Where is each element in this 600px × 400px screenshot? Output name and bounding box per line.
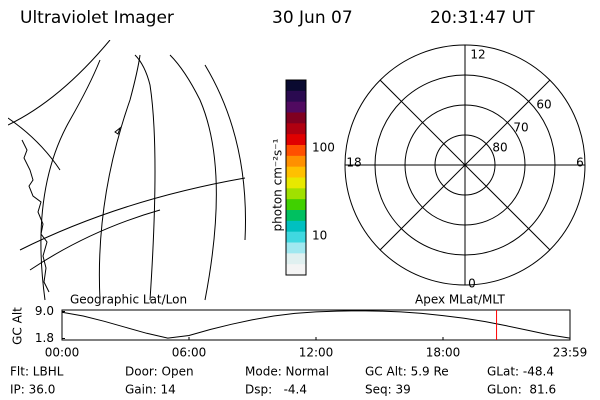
- color-step: [286, 155, 306, 168]
- panel-label: Geographic Lat/Lon: [70, 293, 187, 307]
- y-tick-label: 9.0: [35, 304, 54, 318]
- status-field: Seq: 39: [365, 383, 411, 397]
- status-field: Mode: Normal: [245, 365, 329, 379]
- panel-label: Apex MLat/MLT: [415, 293, 505, 307]
- colorbar-label: photon cm⁻²s⁻¹: [271, 138, 285, 231]
- status-field: Gain: 14: [125, 383, 176, 397]
- color-step: [286, 242, 306, 254]
- color-step: [286, 166, 306, 178]
- status-field: GLat: -48.4: [487, 365, 554, 379]
- color-step: [286, 145, 306, 157]
- colorbar-tick: 100: [312, 141, 335, 155]
- status-field: IP: 36.0: [10, 383, 55, 397]
- color-step: [286, 90, 306, 103]
- polar-label: 0: [468, 277, 476, 291]
- colorbar-tick: 10: [312, 229, 327, 243]
- y-axis-label: GC Alt: [11, 307, 25, 345]
- x-tick-label: 12:00: [299, 346, 334, 360]
- color-step: [286, 188, 306, 200]
- ring-label: 70: [513, 121, 528, 135]
- color-step: [286, 123, 306, 135]
- colorbar-frame: [285, 79, 307, 276]
- colorbar: [285, 79, 307, 276]
- map: [8, 40, 246, 301]
- status-field: GLon: 81.6: [487, 383, 556, 397]
- polar-grid: [344, 44, 586, 286]
- polar-label: 6: [576, 156, 584, 170]
- x-tick-label: 18:00: [426, 346, 461, 360]
- status-field: Flt: LBHL: [10, 365, 64, 379]
- color-step: [286, 134, 306, 146]
- status-field: GC Alt: 5.9 Re: [365, 365, 449, 379]
- color-step: [286, 177, 306, 189]
- color-step: [286, 80, 306, 92]
- ring-label: 60: [536, 98, 551, 112]
- color-step: [286, 231, 306, 243]
- ring-label: 80: [492, 141, 507, 155]
- x-tick-label: 23:59: [553, 346, 588, 360]
- title: Ultraviolet Imager: [20, 8, 174, 28]
- plot-frame: [61, 309, 571, 341]
- color-step: [286, 210, 306, 222]
- time: 20:31:47 UT: [430, 8, 535, 28]
- alt-line: [61, 310, 571, 339]
- color-step: [286, 199, 306, 211]
- color-step: [286, 253, 306, 265]
- date: 30 Jun 07: [272, 8, 353, 28]
- color-step: [286, 112, 306, 124]
- y-tick-label: 1.8: [35, 331, 54, 345]
- x-tick-label: 00:00: [45, 346, 80, 360]
- status-field: Door: Open: [125, 365, 194, 379]
- color-step: [286, 101, 306, 113]
- status-field: Dsp: -4.4: [245, 383, 307, 397]
- x-tick-label: 06:00: [172, 346, 207, 360]
- polar-label: 12: [470, 48, 485, 62]
- color-step: [286, 220, 306, 233]
- polar-label: 18: [346, 156, 361, 170]
- color-step: [286, 264, 306, 276]
